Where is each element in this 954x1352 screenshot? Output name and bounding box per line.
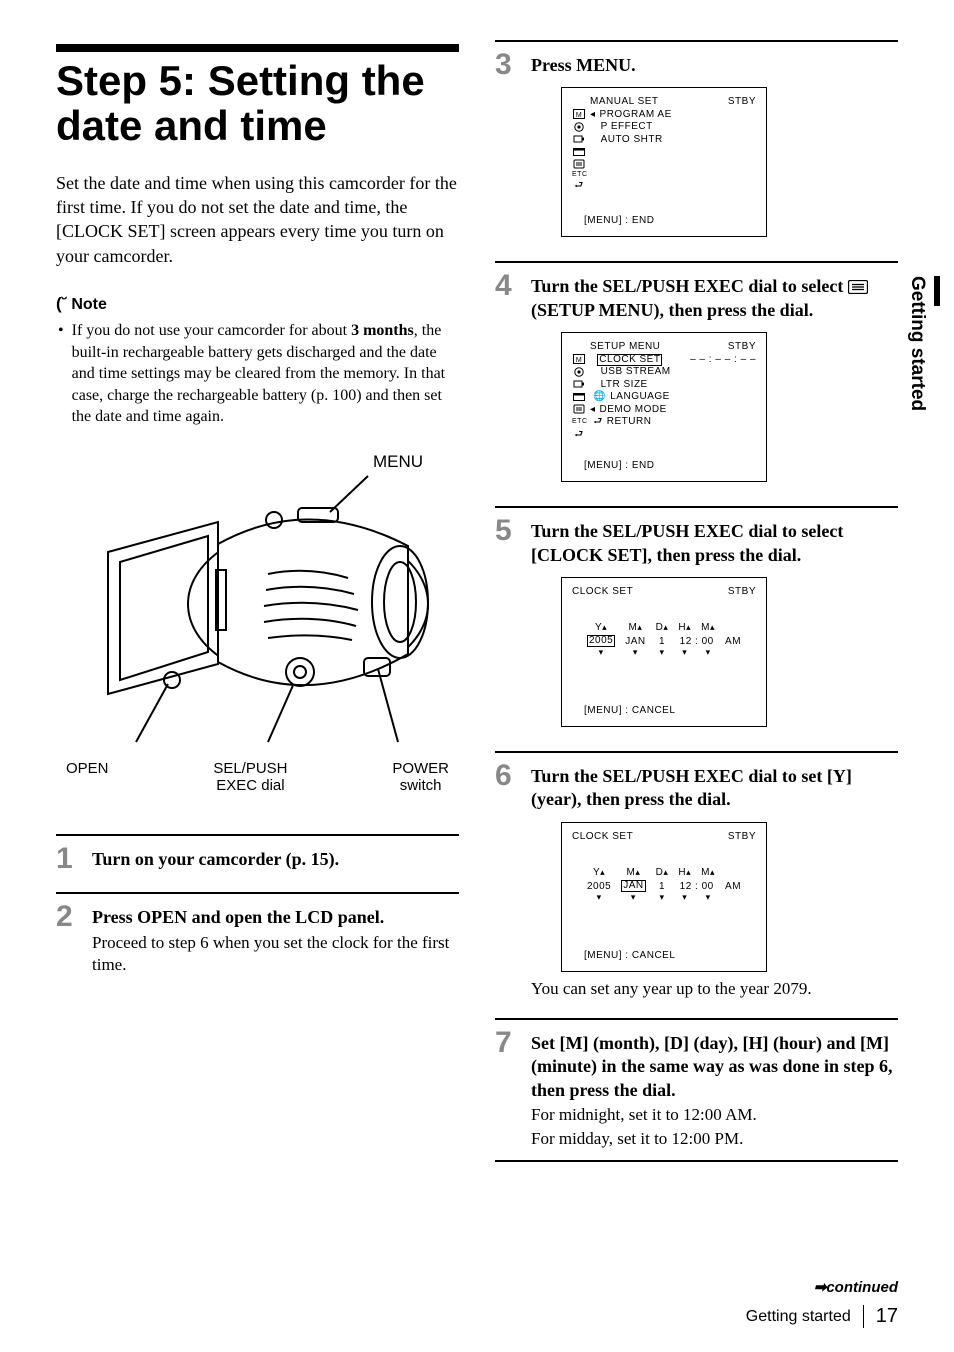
note-heading: (˘Note (56, 294, 459, 314)
callout-power: POWERswitch (392, 760, 449, 795)
page-title: Step 5: Setting the date and time (56, 44, 459, 149)
step-heading: Turn the SEL/PUSH EXEC dial to select (S… (531, 275, 898, 322)
intro-paragraph: Set the date and time when using this ca… (56, 171, 459, 268)
step-2: 2 Press OPEN and open the LCD panel. Pro… (56, 892, 459, 976)
camcorder-callouts: OPEN SEL/PUSHEXEC dial POWERswitch (66, 760, 449, 795)
callout-open: OPEN (66, 760, 109, 795)
continued-indicator: ➡continued (814, 1278, 898, 1296)
step-number: 5 (495, 516, 521, 733)
two-column-layout: Step 5: Setting the date and time Set th… (56, 40, 898, 1250)
menu-callout-label: MENU (56, 452, 423, 472)
page-footer: Getting started 17 (746, 1305, 898, 1328)
right-column: 3 Press MENU. STBY MANUAL SET M◂ PROGRAM… (495, 40, 898, 1250)
step-7: 7 Set [M] (month), [D] (day), [H] (hour)… (495, 1018, 898, 1162)
step-5: 5 Turn the SEL/PUSH EXEC dial to select … (495, 506, 898, 733)
lcd-screen-step5: STBY CLOCK SET Y▴ M▴ D▴ H▴ M▴ (561, 577, 767, 727)
lcd-screen-step4: STBY SETUP MENU M CLOCK SET– – : – – : –… (561, 332, 767, 482)
step-4: 4 Turn the SEL/PUSH EXEC dial to select … (495, 261, 898, 488)
note-body: If you do not use your camcorder for abo… (72, 320, 459, 428)
left-column: Step 5: Setting the date and time Set th… (56, 40, 459, 1250)
step-3: 3 Press MENU. STBY MANUAL SET M◂ PROGRAM… (495, 40, 898, 243)
step-number: 6 (495, 761, 521, 1000)
step-6: 6 Turn the SEL/PUSH EXEC dial to set [Y]… (495, 751, 898, 1000)
step-heading: Press MENU. (531, 54, 898, 77)
note-bullet: • If you do not use your camcorder for a… (56, 320, 459, 428)
step-1: 1 Turn on your camcorder (p. 15). (56, 834, 459, 874)
step-heading: Press OPEN and open the LCD panel. (92, 906, 459, 929)
step-heading: Turn on your camcorder (p. 15). (92, 848, 459, 871)
step-heading: Turn the SEL/PUSH EXEC dial to set [Y] (… (531, 765, 898, 812)
lcd-screen-step3: STBY MANUAL SET M◂ PROGRAM AE P EFFECT A… (561, 87, 767, 237)
step-number: 1 (56, 844, 82, 874)
step-number: 7 (495, 1028, 521, 1150)
step-paragraph: For midnight, set it to 12:00 AM. (531, 1104, 898, 1126)
step-number: 3 (495, 50, 521, 243)
bullet-dot: • (58, 320, 64, 428)
step-paragraph: For midday, set it to 12:00 PM. (531, 1128, 898, 1150)
step-heading: Set [M] (month), [D] (day), [H] (hour) a… (531, 1032, 898, 1102)
step-paragraph: You can set any year up to the year 2079… (531, 978, 898, 1000)
callout-sel-push: SEL/PUSHEXEC dial (213, 760, 287, 795)
setup-menu-icon (848, 280, 868, 294)
camcorder-illustration (68, 474, 448, 754)
step-heading: Turn the SEL/PUSH EXEC dial to select [C… (531, 520, 898, 567)
step-number: 2 (56, 902, 82, 976)
side-accent-bar (934, 276, 940, 306)
svg-text:M: M (576, 112, 582, 119)
svg-text:M: M (576, 357, 582, 364)
page-number: 17 (863, 1305, 898, 1328)
note-icon: (˘ (56, 294, 67, 313)
footer-section-label: Getting started (746, 1308, 851, 1326)
step-paragraph: Proceed to step 6 when you set the clock… (92, 932, 459, 976)
step-number: 4 (495, 271, 521, 488)
lcd-screen-step6: STBY CLOCK SET Y▴ M▴ D▴ H▴ M▴ (561, 822, 767, 972)
section-tab: Getting started (906, 276, 928, 411)
